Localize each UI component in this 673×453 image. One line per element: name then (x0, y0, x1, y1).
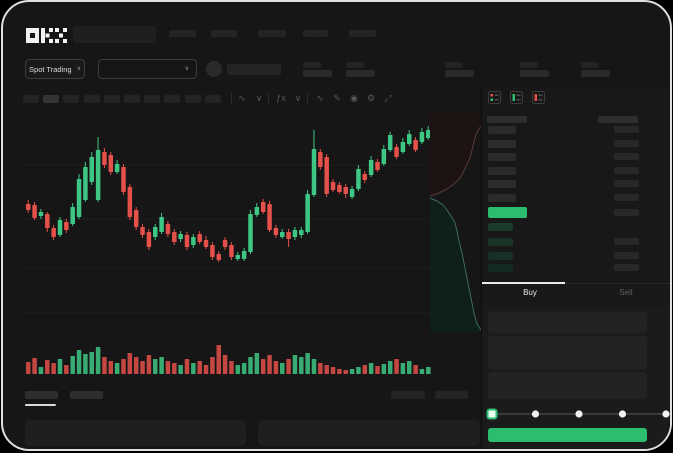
bottom-action-1[interactable] (391, 391, 425, 399)
candle-style-icon[interactable]: ∿ (238, 93, 246, 103)
timeframe-button-6[interactable] (124, 95, 140, 103)
bid-price-3[interactable] (488, 252, 513, 260)
stat-label-5 (581, 62, 599, 68)
chevron-down-icon: ∨ (184, 66, 189, 72)
indicators-icon[interactable]: ƒx (276, 93, 286, 103)
orderbook-panel: Buy Sell (481, 88, 671, 449)
tab-sell[interactable]: Sell (619, 288, 633, 297)
stat-label-4 (520, 62, 538, 68)
bottom-section (3, 382, 481, 449)
orders-panel-placeholder (25, 420, 246, 446)
toolbar-divider (307, 93, 308, 105)
amount-slider[interactable] (486, 406, 671, 422)
book-both-icon[interactable] (488, 91, 501, 104)
draw-tool-icon[interactable]: ✎ (333, 93, 341, 103)
stat-value-3 (445, 70, 474, 77)
timeframe-button-2[interactable] (43, 95, 60, 103)
history-panel-placeholder (258, 420, 480, 446)
bottom-action-2[interactable] (435, 391, 468, 399)
book-asks-icon[interactable] (532, 91, 545, 104)
total-field[interactable] (488, 372, 647, 399)
ask-price-4[interactable] (488, 166, 516, 175)
last-amount (614, 209, 639, 216)
stat-label-2 (346, 62, 364, 68)
timeframe-button-3[interactable] (63, 95, 80, 103)
fullscreen-icon[interactable]: ⤢ (384, 93, 392, 103)
orderbook-col-header-price (487, 116, 527, 123)
bid-amount-2[interactable] (614, 238, 639, 245)
pair-avatar (206, 61, 222, 77)
nav-item-5[interactable] (349, 30, 376, 37)
buy-submit-button[interactable] (488, 428, 647, 442)
chevron-down-icon: ∨ (76, 66, 81, 72)
timeframe-button-5[interactable] (103, 95, 120, 103)
trade-form (482, 306, 670, 449)
tab-divider (565, 283, 670, 284)
stat-value-2 (346, 70, 375, 77)
nav-item-2[interactable] (211, 30, 237, 37)
bid-amount-3[interactable] (614, 252, 639, 259)
ask-price-6[interactable] (488, 193, 516, 202)
stat-label-3 (445, 62, 463, 68)
candlestick-chart[interactable] (21, 110, 433, 374)
timeframe-button-4[interactable] (83, 95, 100, 103)
stat-value-4 (520, 70, 549, 77)
settings-gear-icon[interactable]: ⚙ (366, 93, 376, 103)
ask-price-1[interactable] (488, 126, 516, 134)
bottom-tab-indicator (25, 404, 56, 406)
ask-amount-4[interactable] (614, 166, 639, 174)
toolbar-divider (268, 93, 269, 105)
depth-chart[interactable] (430, 112, 482, 332)
pair-select[interactable]: ∨ (98, 59, 197, 79)
ask-price-5[interactable] (488, 180, 516, 188)
stat-value-1 (303, 70, 332, 77)
timeframe-button-7[interactable] (144, 95, 161, 103)
orderbook-col-header-amount (598, 116, 638, 123)
ask-amount-6[interactable] (614, 193, 639, 201)
ask-price-3[interactable] (488, 153, 516, 161)
timeframe-button-9[interactable] (184, 95, 201, 103)
last-price-badge[interactable] (488, 207, 527, 218)
nav-item-4[interactable] (303, 30, 328, 37)
timeframe-button-10[interactable] (204, 95, 221, 103)
bid-price-1[interactable] (488, 223, 513, 231)
bid-price-2[interactable] (488, 238, 513, 246)
ask-amount-3[interactable] (614, 153, 639, 160)
ask-amount-1[interactable] (614, 126, 639, 133)
chevron-down-icon[interactable]: ∨ (294, 93, 302, 103)
timeframe-button-8[interactable] (164, 95, 181, 103)
bottom-tab-2[interactable] (70, 391, 103, 399)
stat-label-1 (303, 62, 321, 68)
ask-amount-5[interactable] (614, 180, 639, 187)
price-field[interactable] (488, 312, 647, 333)
timeframe-button-1[interactable] (23, 95, 39, 103)
okx-logo (26, 28, 67, 43)
tab-indicator (482, 282, 565, 284)
tab-buy[interactable]: Buy (523, 288, 537, 297)
toolbar-divider (231, 93, 232, 105)
market-type-button[interactable]: Spot Trading ∨ (25, 59, 85, 79)
pair-name-placeholder (227, 64, 281, 75)
ask-amount-2[interactable] (614, 139, 639, 147)
bottom-tab-1[interactable] (25, 391, 58, 399)
chevron-down-icon[interactable]: ∨ (255, 93, 263, 103)
book-bids-icon[interactable] (510, 91, 523, 104)
amount-field[interactable] (488, 336, 647, 369)
line-tool-icon[interactable]: ∿ (316, 93, 324, 103)
search-input[interactable] (73, 26, 156, 43)
nav-item-1[interactable] (169, 30, 196, 37)
camera-icon[interactable]: ◉ (350, 93, 358, 103)
market-type-label: Spot Trading (29, 64, 72, 74)
bid-price-4[interactable] (488, 264, 513, 272)
ask-price-2[interactable] (488, 139, 516, 148)
nav-item-3[interactable] (258, 30, 286, 37)
bid-amount-4[interactable] (614, 264, 639, 271)
stat-value-5 (581, 70, 610, 77)
